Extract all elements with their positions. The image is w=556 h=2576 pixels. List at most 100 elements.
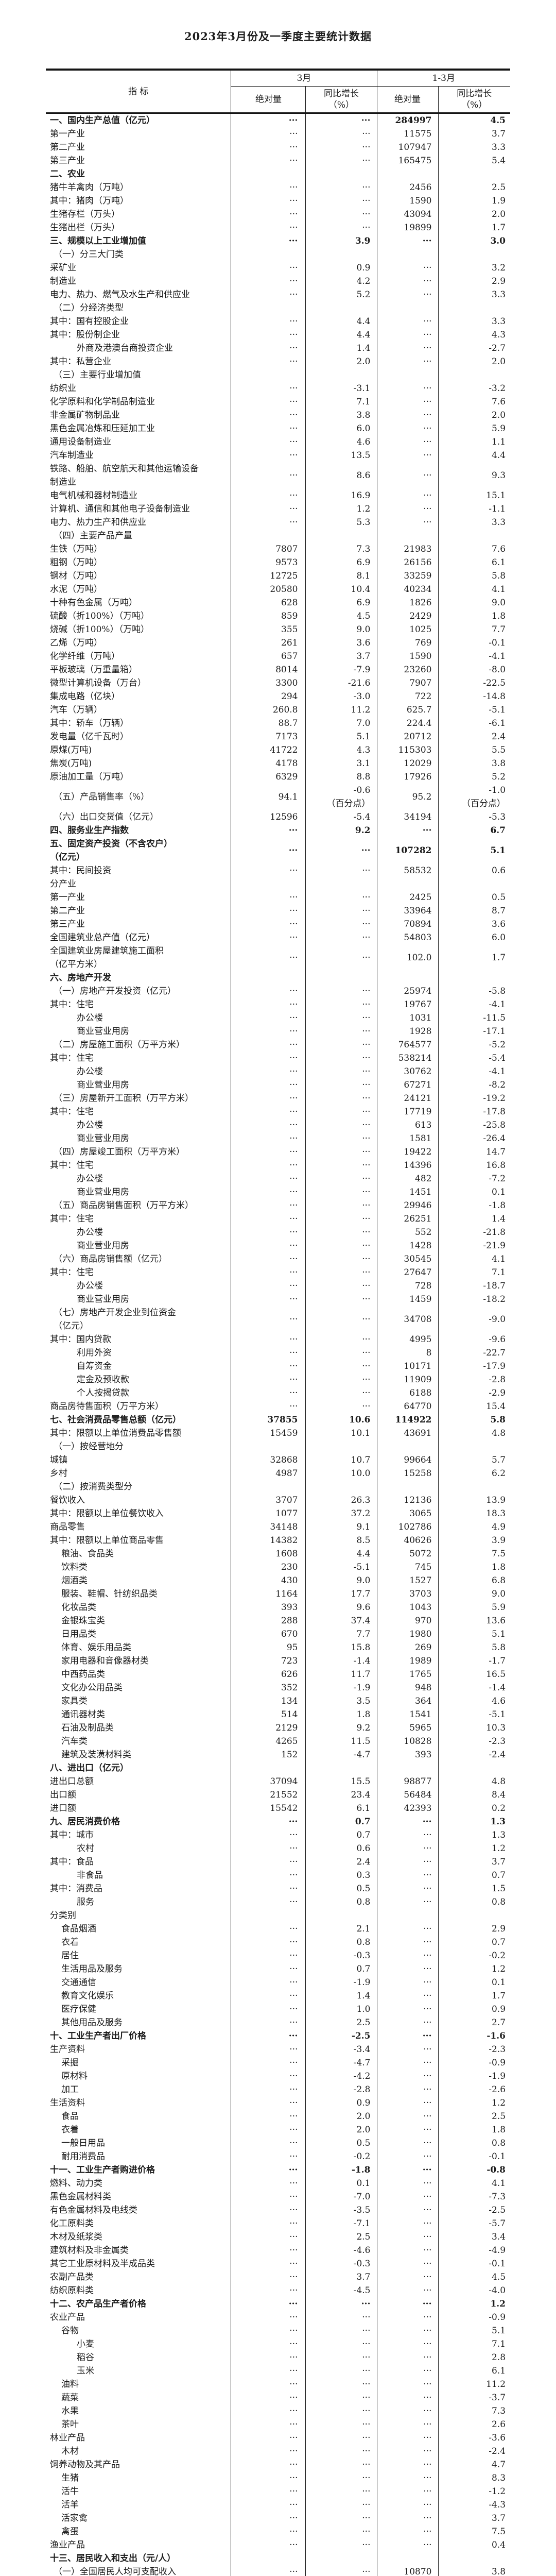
cell-q1-growth: [438, 1480, 511, 1494]
cell-q1-absolute: 95.2: [376, 784, 438, 810]
cell-march-growth: -7.1: [305, 2217, 377, 2230]
row-label: 汽车类: [61, 1736, 88, 1747]
cell-march-growth: ···: [305, 1185, 377, 1199]
cell-march-growth: 5.2: [305, 288, 377, 301]
cell-march-growth: 10.6: [305, 1413, 377, 1427]
cell-q1-absolute: ···: [376, 2498, 438, 2512]
cell-q1-growth: 4.1: [438, 2177, 511, 2190]
cell-march-absolute: ···: [231, 931, 306, 944]
cell-q1-growth: -5.7: [438, 2217, 511, 2230]
row-label: 办公楼: [76, 1281, 103, 1291]
row-label: 衣着: [61, 1937, 79, 1947]
cell-march-absolute: 3707: [231, 1494, 306, 1507]
table-row: 通讯器材类 514 1.8 1541 -5.1: [46, 1708, 511, 1721]
cell-q1-absolute: 17926: [376, 770, 438, 784]
table-row: 计算机、通信和其他电子设备制造业 ··· 1.2 ··· -1.1: [46, 502, 511, 516]
cell-march-absolute: ···: [231, 1976, 306, 1989]
cell-q1-absolute: 1980: [376, 1628, 438, 1641]
cell-march-absolute: ···: [231, 2458, 306, 2471]
table-row: 制造业 ··· 4.2 ··· 2.9: [46, 275, 511, 288]
cell-march-absolute: 7173: [231, 730, 306, 743]
cell-q1-absolute: 19899: [376, 221, 438, 234]
cell-q1-growth: 0.5: [438, 891, 511, 904]
row-label: 第二产业: [49, 142, 85, 152]
cell-q1-absolute: ···: [376, 1815, 438, 1828]
cell-march-absolute: ···: [231, 1226, 306, 1239]
cell-march-absolute: ···: [231, 1159, 306, 1172]
table-row: 六、房地产开发: [46, 971, 511, 985]
row-label: 办公楼: [76, 1013, 103, 1023]
cell-q1-absolute: 2429: [376, 609, 438, 623]
cell-march-absolute: ···: [231, 1293, 306, 1306]
cell-march-absolute: 430: [231, 1574, 306, 1587]
table-row: 文化办公用品类 352 -1.9 948 -1.4: [46, 1681, 511, 1694]
cell-q1-absolute: 11909: [376, 1373, 438, 1386]
cell-q1-growth: 3.9: [438, 1534, 511, 1547]
table-row: 烟酒类 430 9.0 1527 6.8: [46, 1574, 511, 1587]
row-label: （四）主要产品产量: [53, 531, 132, 541]
cell-q1-growth: [438, 529, 511, 543]
row-label: 化学原料和化学制品制造业: [49, 397, 155, 407]
cell-march-growth: -4.2: [305, 2070, 377, 2083]
cell-q1-growth: -0.9: [438, 2056, 511, 2070]
cell-q1-absolute: ···: [376, 2150, 438, 2163]
row-label: 分产业: [49, 879, 76, 889]
cell-q1-growth: 13.9: [438, 1494, 511, 1507]
cell-march-absolute: 670: [231, 1628, 306, 1641]
row-label: 其中：住宅: [49, 999, 94, 1010]
row-label: 集成电路（亿块）: [49, 691, 120, 702]
cell-q1-growth: 0.8: [438, 1895, 511, 1909]
cell-q1-growth: 1.8: [438, 1561, 511, 1574]
cell-march-absolute: 32868: [231, 1453, 306, 1467]
cell-q1-absolute: ···: [376, 2391, 438, 2404]
cell-q1-absolute: 1031: [376, 1011, 438, 1025]
cell-march-absolute: ···: [231, 1869, 306, 1882]
row-label: 第三产业: [49, 156, 85, 166]
table-row: （四）主要产品产量: [46, 529, 511, 543]
cell-march-absolute: ···: [231, 944, 306, 971]
cell-march-absolute: ···: [231, 2498, 306, 2512]
cell-march-absolute: ···: [231, 2431, 306, 2445]
table-row: 交通通信 ··· -1.9 ··· 0.1: [46, 1976, 511, 1989]
cell-q1-growth: -11.5: [438, 1011, 511, 1025]
cell-q1-growth: 8.3: [438, 2471, 511, 2485]
cell-q1-growth: 0.1: [438, 1185, 511, 1199]
table-row: 烧碱（折100%）（万吨） 355 9.0 1025 7.7: [46, 623, 511, 636]
row-label: 商业营业用房: [76, 1026, 129, 1037]
cell-q1-absolute: ···: [376, 2337, 438, 2351]
cell-march-growth: -21.6: [305, 676, 377, 690]
row-label: 其中：国内贷款: [49, 1334, 111, 1345]
cell-q1-growth: 1.9: [438, 194, 511, 208]
table-row: 有色金属材料及电线类 ··· -3.5 ··· -2.5: [46, 2204, 511, 2217]
row-label: 电气机械和器材制造业: [49, 490, 137, 501]
cell-q1-growth: -2.9: [438, 1386, 511, 1400]
row-label: 八、进出口（亿元）: [49, 1763, 129, 1773]
table-row: 农业产品 ··· ··· ··· -0.9: [46, 2311, 511, 2324]
table-row: （五）商品房销售面积（万平方米） ··· ··· 29946 -1.8: [46, 1199, 511, 1212]
cell-q1-growth: 1.2: [438, 1962, 511, 1976]
row-label: 活羊: [61, 2500, 79, 2510]
cell-march-growth: 1.4: [305, 342, 377, 355]
cell-march-growth: ···: [305, 2538, 377, 2552]
cell-march-growth: ···: [305, 1172, 377, 1185]
cell-march-growth: ···: [305, 1306, 377, 1333]
cell-march-growth: ···: [305, 2337, 377, 2351]
cell-march-absolute: ···: [231, 127, 306, 141]
cell-q1-growth: 3.6: [438, 918, 511, 931]
cell-march-growth: ···: [305, 1266, 377, 1279]
cell-q1-absolute: ···: [376, 2123, 438, 2137]
cell-march-growth: [305, 2552, 377, 2565]
cell-q1-absolute: ···: [376, 342, 438, 355]
cell-march-growth: 0.7: [305, 1828, 377, 1842]
table-row: 木材 ··· ··· ··· -2.4: [46, 2445, 511, 2458]
table-row: 生铁（万吨） 7807 7.3 21983 7.6: [46, 543, 511, 556]
cell-q1-absolute: 10171: [376, 1360, 438, 1373]
cell-q1-absolute: 1025: [376, 623, 438, 636]
cell-q1-growth: 0.2: [438, 1802, 511, 1815]
cell-q1-absolute: ···: [376, 1976, 438, 1989]
cell-march-absolute: ···: [231, 1105, 306, 1118]
cell-q1-absolute: 42393: [376, 1802, 438, 1815]
cell-q1-growth: 15.1: [438, 489, 511, 502]
row-label: （二）分经济类型: [53, 303, 124, 313]
cell-march-growth: ···: [305, 2378, 377, 2391]
